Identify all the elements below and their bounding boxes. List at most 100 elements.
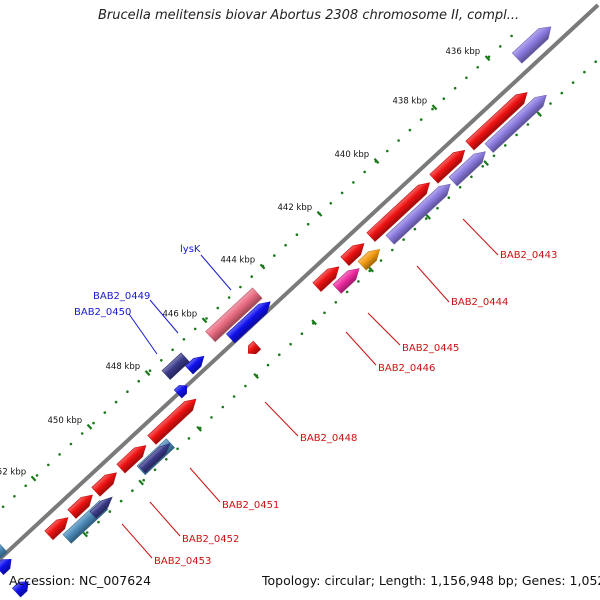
gene-feature-navy-c[interactable] [89, 494, 115, 519]
gene-callouts: BAB2_0443 BAB2_0444 BAB2_0445 BAB2_0446 BAB2… [74, 218, 557, 567]
inner-tick-dot-22 [334, 301, 338, 304]
tick-dash [425, 213, 432, 220]
inner-tick-dot-35 [481, 165, 485, 168]
outer-tick-dot-42 [453, 86, 457, 90]
gene-feature-red-f[interactable] [147, 395, 200, 445]
gene-feature-red-small[interactable] [244, 340, 262, 357]
gene-label[interactable]: lysK [180, 244, 201, 255]
tick-dash [311, 319, 318, 326]
gene-feature-blue-a[interactable] [226, 297, 275, 344]
gene-label[interactable]: BAB2_0452 [182, 534, 239, 545]
gene-feature-lysk[interactable] [205, 287, 263, 343]
inner-tick-dot-18 [289, 342, 292, 346]
callout-line [367, 312, 401, 346]
outer-tick-dot-8 [69, 442, 73, 446]
tick-dash [196, 425, 203, 432]
outer-tick-dot-28 [295, 233, 299, 236]
inner-tick-dot-17 [278, 353, 281, 357]
gene-feature-red-g[interactable] [116, 441, 150, 474]
gene-feature-navy[interactable] [161, 352, 190, 380]
gene-feature-blue-e[interactable] [11, 577, 32, 598]
tick-label: 442 kbp [278, 203, 313, 213]
inner-tick-dot-30 [424, 217, 428, 220]
outer-tick-dot-16 [160, 359, 163, 362]
inner-tick-dot-21 [323, 311, 326, 315]
outer-tick-dot-21 [216, 306, 220, 310]
callout-line [462, 218, 499, 256]
gene-feature-red-b[interactable] [429, 146, 469, 184]
callout-line [264, 401, 299, 437]
outer-tick-dot-18 [182, 338, 186, 341]
inner-tick-dot-23 [345, 290, 349, 294]
chromosome-backbone [0, 3, 600, 562]
outer-tick-dot-32 [340, 191, 344, 195]
tick-label: 438 kbp [393, 96, 428, 106]
gene-label[interactable]: BAB2_0448 [300, 433, 357, 444]
gene-feature-red-a[interactable] [465, 88, 531, 151]
gene-label[interactable]: BAB2_0445 [402, 343, 459, 354]
gene-feature-red-i[interactable] [67, 491, 97, 519]
gene-label[interactable]: BAB2_0444 [451, 297, 508, 308]
tick-label: 446 kbp [163, 309, 198, 319]
gene-feature-lavender-b[interactable] [448, 147, 489, 187]
outer-tick-dot-13 [126, 390, 129, 394]
gene-feature-orange[interactable] [357, 245, 384, 271]
gene-label[interactable]: BAB2_0443 [500, 250, 557, 261]
tick-label: 444 kbp [221, 256, 256, 266]
outer-tick-dot-11 [103, 411, 107, 414]
inner-tick-dot-45 [594, 60, 597, 63]
map-title: Brucella melitensis biovar Abortus 2308 … [98, 8, 520, 23]
gene-feature-red-c[interactable] [366, 178, 434, 242]
tick-dash [483, 160, 490, 167]
tick-dash [82, 531, 89, 538]
inner-tick-dot-31 [436, 206, 439, 210]
gene-feature-blue-b[interactable] [185, 352, 207, 375]
gene-feature-blue-d[interactable] [0, 555, 15, 576]
gene-label[interactable]: BAB2_0446 [378, 363, 435, 374]
tick-dash [484, 55, 491, 62]
tick-dash [316, 210, 323, 217]
inner-tick-dot-32 [447, 196, 451, 199]
inner-tick-dot-41 [549, 102, 552, 105]
gene-feature-red-d[interactable] [340, 239, 368, 267]
outer-tick-dot-38 [408, 128, 412, 132]
inner-tick-dot-44 [583, 70, 586, 74]
gene-feature-red-j[interactable] [44, 513, 72, 541]
gene-feature-red-h[interactable] [91, 468, 121, 497]
gene-feature-steel-c[interactable] [0, 542, 8, 565]
outer-tick-dot-10 [92, 421, 95, 425]
gene-feature-blue-c[interactable] [173, 382, 190, 399]
tick-label: 450 kbp [48, 416, 83, 426]
tick-dash [86, 423, 93, 430]
outer-tick-dot-19 [193, 327, 197, 331]
inner-tick-dot-26 [379, 259, 383, 262]
outer-tick-dot-7 [58, 453, 61, 456]
outer-tick-dot-5 [35, 474, 39, 477]
inner-tick-dot-27 [391, 248, 394, 252]
gene-feature-red-e[interactable] [312, 262, 343, 292]
genome-stats-text: Topology: circular; Length: 1,156,948 bp… [262, 573, 600, 588]
inner-tick-dot-9 [187, 437, 191, 440]
inner-tick-dot-37 [504, 144, 507, 147]
gene-feature-magenta[interactable] [332, 264, 363, 294]
gene-label[interactable]: BAB2_0453 [154, 556, 211, 567]
inner-tick-dot-11 [210, 416, 213, 419]
gene-feature-navy-b[interactable] [138, 440, 173, 474]
callout-line [149, 299, 179, 334]
gene-label[interactable]: BAB2_0451 [222, 500, 279, 511]
callout-line [416, 265, 450, 303]
outer-tick-dot-14 [137, 379, 140, 383]
gene-feature-lavender-a[interactable] [484, 91, 550, 153]
inner-tick-dot-29 [413, 227, 417, 231]
gene-feature-lavender-top[interactable] [511, 22, 555, 64]
gene-feature-lavender-c[interactable] [385, 180, 454, 245]
tick-dash [368, 266, 375, 273]
outer-tick-dot-20 [205, 317, 208, 320]
outer-tick-dot-12 [114, 400, 118, 404]
outer-tick-dot-22 [227, 296, 231, 299]
gene-label[interactable]: BAB2_0449 [93, 291, 150, 302]
gene-label[interactable]: BAB2_0450 [74, 307, 131, 318]
inner-tick-dot-36 [492, 154, 496, 158]
